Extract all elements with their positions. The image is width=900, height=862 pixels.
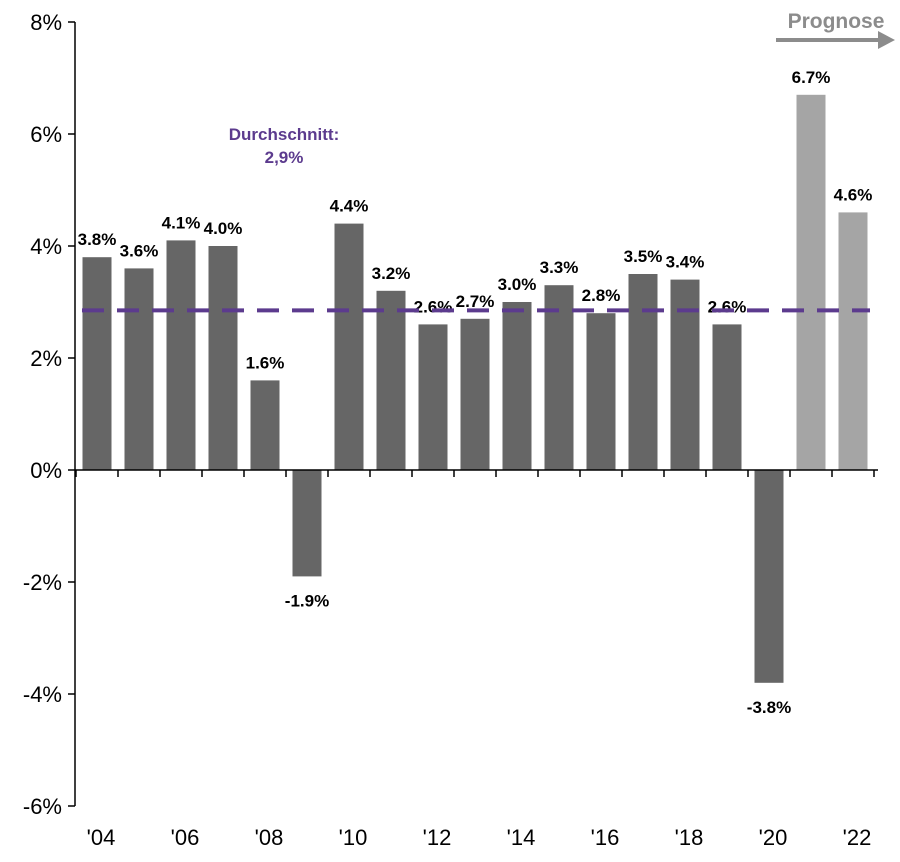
bar-10 xyxy=(334,223,364,470)
x-tick-label: '22 xyxy=(843,825,872,850)
data-label: 3.5% xyxy=(624,247,663,266)
bar-20 xyxy=(754,470,784,683)
data-label: 4.4% xyxy=(330,197,369,216)
x-tick-label: '12 xyxy=(423,825,452,850)
bar-13 xyxy=(460,318,490,470)
data-label: 3.3% xyxy=(540,258,579,277)
bar-15 xyxy=(544,285,574,470)
bar-16 xyxy=(586,313,616,470)
x-tick-label: '10 xyxy=(339,825,368,850)
data-label: 3.6% xyxy=(120,241,159,260)
y-tick-label: 0% xyxy=(30,458,62,483)
data-label: 3.4% xyxy=(666,253,705,272)
x-tick-label: '20 xyxy=(759,825,788,850)
data-label: -1.9% xyxy=(285,591,329,610)
data-label: 3.8% xyxy=(78,230,117,249)
bar-11 xyxy=(376,290,406,470)
bar-19 xyxy=(712,324,742,470)
bar-09 xyxy=(292,470,322,577)
data-label: 4.0% xyxy=(204,219,243,238)
bar-04 xyxy=(82,257,112,470)
bar-22 xyxy=(838,212,868,470)
data-label: 1.6% xyxy=(246,353,285,372)
average-value-label: 2,9% xyxy=(265,148,304,167)
bar-05 xyxy=(124,268,154,470)
data-label: 6.7% xyxy=(792,68,831,87)
y-tick-label: -6% xyxy=(23,794,62,819)
y-tick-label: 4% xyxy=(30,234,62,259)
data-label: 3.0% xyxy=(498,275,537,294)
bar-07 xyxy=(208,246,238,470)
data-label: 2.6% xyxy=(708,297,747,316)
data-label: 2.7% xyxy=(456,292,495,311)
y-tick-label: 6% xyxy=(30,122,62,147)
x-tick-label: '14 xyxy=(507,825,536,850)
bar-12 xyxy=(418,324,448,470)
forecast-arrow-head xyxy=(878,31,895,49)
data-label: -3.8% xyxy=(747,698,791,717)
forecast-label: Prognose xyxy=(788,10,885,33)
y-tick-label: 8% xyxy=(30,10,62,35)
x-tick-label: '08 xyxy=(255,825,284,850)
data-label: 4.1% xyxy=(162,213,201,232)
bar-14 xyxy=(502,302,532,470)
x-tick-label: '16 xyxy=(591,825,620,850)
data-label: 4.6% xyxy=(834,185,873,204)
y-tick-label: 2% xyxy=(30,346,62,371)
y-tick-label: -4% xyxy=(23,682,62,707)
bar-08 xyxy=(250,380,280,470)
forecast-arrow-icon xyxy=(776,31,895,49)
bar-06 xyxy=(166,240,196,470)
bar-18 xyxy=(670,279,700,470)
x-tick-label: '06 xyxy=(171,825,200,850)
x-tick-label: '04 xyxy=(87,825,116,850)
average-label: Durchschnitt: xyxy=(229,125,340,144)
y-tick-label: -2% xyxy=(23,570,62,595)
data-label: 2.8% xyxy=(582,286,621,305)
x-tick-label: '18 xyxy=(675,825,704,850)
data-label: 2.6% xyxy=(414,297,453,316)
bar-21 xyxy=(796,94,826,471)
data-label: 3.2% xyxy=(372,264,411,283)
bar-17 xyxy=(628,274,658,470)
